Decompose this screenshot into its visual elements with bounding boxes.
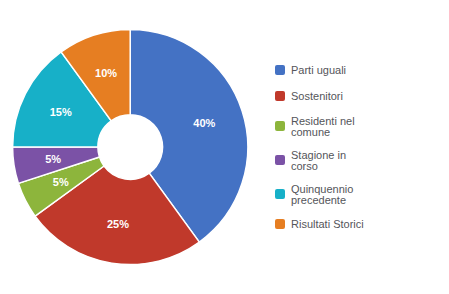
svg-text:Quinquennio: Quinquennio — [291, 182, 354, 195]
svg-text:15%: 15% — [50, 106, 72, 118]
svg-text:25%: 25% — [107, 218, 129, 230]
svg-text:Residenti nel: Residenti nel — [291, 114, 355, 127]
svg-text:Risultati Storici: Risultati Storici — [291, 218, 364, 230]
svg-text:40%: 40% — [193, 117, 215, 129]
svg-text:10%: 10% — [95, 67, 117, 79]
svg-text:comune: comune — [291, 126, 330, 138]
svg-text:corso: corso — [291, 160, 318, 172]
svg-text:precedente: precedente — [291, 194, 346, 206]
svg-text:5%: 5% — [45, 153, 61, 165]
svg-text:Parti uguali: Parti uguali — [291, 64, 346, 76]
svg-text:Sostenitori: Sostenitori — [291, 90, 343, 102]
svg-text:Stagione in: Stagione in — [291, 148, 346, 161]
svg-text:5%: 5% — [53, 176, 69, 188]
